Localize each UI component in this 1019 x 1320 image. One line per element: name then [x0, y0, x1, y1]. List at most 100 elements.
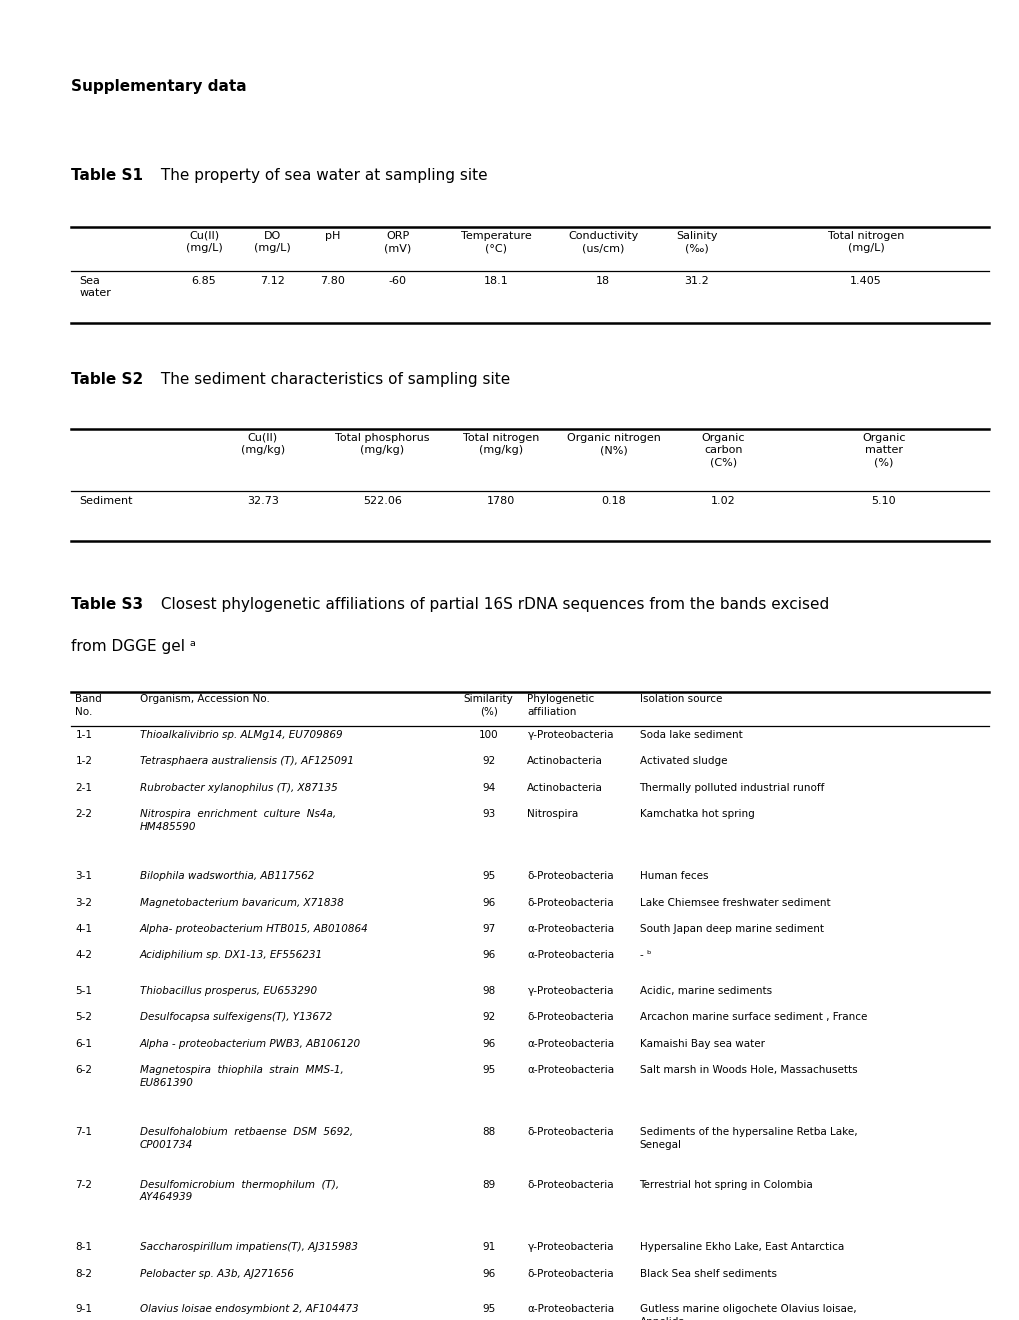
Text: δ-Proteobacteria: δ-Proteobacteria — [527, 1012, 613, 1023]
Text: α-Proteobacteria: α-Proteobacteria — [527, 924, 613, 935]
Text: Supplementary data: Supplementary data — [71, 79, 247, 94]
Text: 100: 100 — [478, 730, 498, 741]
Text: Magnetospira  thiophila  strain  MMS-1,
EU861390: Magnetospira thiophila strain MMS-1, EU8… — [140, 1065, 343, 1088]
Text: 7-2: 7-2 — [75, 1180, 93, 1191]
Text: Black Sea shelf sediments: Black Sea shelf sediments — [639, 1269, 775, 1279]
Text: Cu(II)
(mg/kg): Cu(II) (mg/kg) — [240, 433, 284, 455]
Text: 0.18: 0.18 — [600, 496, 626, 507]
Text: Salinity
(‰): Salinity (‰) — [676, 231, 716, 253]
Text: Desulfomicrobium  thermophilum  (T),
AY464939: Desulfomicrobium thermophilum (T), AY464… — [140, 1180, 338, 1203]
Text: α-Proteobacteria: α-Proteobacteria — [527, 1065, 613, 1076]
Text: 88: 88 — [482, 1127, 494, 1138]
Text: Kamaishi Bay sea water: Kamaishi Bay sea water — [639, 1039, 764, 1049]
Text: Rubrobacter xylanophilus (T), X87135: Rubrobacter xylanophilus (T), X87135 — [140, 783, 337, 793]
Text: Cu(II)
(mg/L): Cu(II) (mg/L) — [185, 231, 222, 253]
Text: Activated sludge: Activated sludge — [639, 756, 727, 767]
Text: 522.06: 522.06 — [363, 496, 401, 507]
Text: Sediments of the hypersaline Retba Lake,
Senegal: Sediments of the hypersaline Retba Lake,… — [639, 1127, 856, 1150]
Text: 6-1: 6-1 — [75, 1039, 93, 1049]
Text: Arcachon marine surface sediment , France: Arcachon marine surface sediment , Franc… — [639, 1012, 866, 1023]
Text: 5.10: 5.10 — [870, 496, 896, 507]
Text: 31.2: 31.2 — [684, 276, 708, 286]
Text: 7.80: 7.80 — [320, 276, 344, 286]
Text: Human feces: Human feces — [639, 871, 707, 882]
Text: Thiobacillus prosperus, EU653290: Thiobacillus prosperus, EU653290 — [140, 986, 317, 997]
Text: Acidiphilium sp. DX1-13, EF556231: Acidiphilium sp. DX1-13, EF556231 — [140, 950, 323, 961]
Text: 4-2: 4-2 — [75, 950, 93, 961]
Text: 5-2: 5-2 — [75, 1012, 93, 1023]
Text: δ-Proteobacteria: δ-Proteobacteria — [527, 1180, 613, 1191]
Text: 3-1: 3-1 — [75, 871, 93, 882]
Text: Alpha- proteobacterium HTB015, AB010864: Alpha- proteobacterium HTB015, AB010864 — [140, 924, 368, 935]
Text: δ-Proteobacteria: δ-Proteobacteria — [527, 898, 613, 908]
Text: - ᵇ: - ᵇ — [639, 950, 650, 961]
Text: Pelobacter sp. A3b, AJ271656: Pelobacter sp. A3b, AJ271656 — [140, 1269, 293, 1279]
Text: γ-Proteobacteria: γ-Proteobacteria — [527, 986, 613, 997]
Text: 96: 96 — [482, 1039, 494, 1049]
Text: 96: 96 — [482, 898, 494, 908]
Text: Band
No.: Band No. — [75, 694, 102, 717]
Text: 8-2: 8-2 — [75, 1269, 93, 1279]
Text: 2-2: 2-2 — [75, 809, 93, 820]
Text: α-Proteobacteria: α-Proteobacteria — [527, 950, 613, 961]
Text: Sediment: Sediment — [79, 496, 132, 507]
Text: 1780: 1780 — [487, 496, 515, 507]
Text: Lake Chiemsee freshwater sediment: Lake Chiemsee freshwater sediment — [639, 898, 829, 908]
Text: Kamchatka hot spring: Kamchatka hot spring — [639, 809, 754, 820]
Text: γ-Proteobacteria: γ-Proteobacteria — [527, 1242, 613, 1253]
Text: 92: 92 — [482, 1012, 494, 1023]
Text: 8-1: 8-1 — [75, 1242, 93, 1253]
Text: 95: 95 — [482, 871, 494, 882]
Text: Conductivity
(us/cm): Conductivity (us/cm) — [568, 231, 638, 253]
Text: 5-1: 5-1 — [75, 986, 93, 997]
Text: Bilophila wadsworthia, AB117562: Bilophila wadsworthia, AB117562 — [140, 871, 314, 882]
Text: 93: 93 — [482, 809, 494, 820]
Text: 18: 18 — [596, 276, 609, 286]
Text: Organism, Accession No.: Organism, Accession No. — [140, 694, 269, 705]
Text: Total phosphorus
(mg/kg): Total phosphorus (mg/kg) — [335, 433, 429, 455]
Text: Terrestrial hot spring in Colombia: Terrestrial hot spring in Colombia — [639, 1180, 812, 1191]
Text: Tetrasphaera australiensis (T), AF125091: Tetrasphaera australiensis (T), AF125091 — [140, 756, 354, 767]
Text: Desulfohalobium  retbaense  DSM  5692,
CP001734: Desulfohalobium retbaense DSM 5692, CP00… — [140, 1127, 353, 1150]
Text: Olavius loisae endosymbiont 2, AF104473: Olavius loisae endosymbiont 2, AF104473 — [140, 1304, 358, 1315]
Text: ORP
(mV): ORP (mV) — [384, 231, 411, 253]
Text: Saccharospirillum impatiens(T), AJ315983: Saccharospirillum impatiens(T), AJ315983 — [140, 1242, 358, 1253]
Text: 1-2: 1-2 — [75, 756, 93, 767]
Text: pH: pH — [324, 231, 340, 242]
Text: DO
(mg/L): DO (mg/L) — [254, 231, 291, 253]
Text: Temperature
(°C): Temperature (°C) — [461, 231, 531, 253]
Text: Actinobacteria: Actinobacteria — [527, 783, 602, 793]
Text: 94: 94 — [482, 783, 494, 793]
Text: -60: -60 — [388, 276, 407, 286]
Text: Organic
carbon
(C%): Organic carbon (C%) — [701, 433, 744, 467]
Text: 32.73: 32.73 — [247, 496, 278, 507]
Text: 1-1: 1-1 — [75, 730, 93, 741]
Text: 98: 98 — [482, 986, 494, 997]
Text: Alpha - proteobacterium PWB3, AB106120: Alpha - proteobacterium PWB3, AB106120 — [140, 1039, 361, 1049]
Text: Table S3: Table S3 — [71, 597, 144, 611]
Text: 4-1: 4-1 — [75, 924, 93, 935]
Text: α-Proteobacteria: α-Proteobacteria — [527, 1304, 613, 1315]
Text: 96: 96 — [482, 950, 494, 961]
Text: Actinobacteria: Actinobacteria — [527, 756, 602, 767]
Text: 95: 95 — [482, 1065, 494, 1076]
Text: 6-2: 6-2 — [75, 1065, 93, 1076]
Text: δ-Proteobacteria: δ-Proteobacteria — [527, 1269, 613, 1279]
Text: South Japan deep marine sediment: South Japan deep marine sediment — [639, 924, 822, 935]
Text: 7-1: 7-1 — [75, 1127, 93, 1138]
Text: 89: 89 — [482, 1180, 494, 1191]
Text: Salt marsh in Woods Hole, Massachusetts: Salt marsh in Woods Hole, Massachusetts — [639, 1065, 856, 1076]
Text: 6.85: 6.85 — [192, 276, 216, 286]
Text: Isolation source: Isolation source — [639, 694, 721, 705]
Text: Similarity
(%): Similarity (%) — [464, 694, 513, 717]
Text: Thioalkalivibrio sp. ALMg14, EU709869: Thioalkalivibrio sp. ALMg14, EU709869 — [140, 730, 342, 741]
Text: 97: 97 — [482, 924, 494, 935]
Text: 1.405: 1.405 — [849, 276, 881, 286]
Text: The sediment characteristics of sampling site: The sediment characteristics of sampling… — [156, 372, 510, 387]
Text: Gutless marine oligochete Olavius loisae,
Annelida: Gutless marine oligochete Olavius loisae… — [639, 1304, 855, 1320]
Text: Organic
matter
(%): Organic matter (%) — [861, 433, 905, 467]
Text: α-Proteobacteria: α-Proteobacteria — [527, 1039, 613, 1049]
Text: 96: 96 — [482, 1269, 494, 1279]
Text: The property of sea water at sampling site: The property of sea water at sampling si… — [156, 168, 487, 182]
Text: Phylogenetic
affiliation: Phylogenetic affiliation — [527, 694, 594, 717]
